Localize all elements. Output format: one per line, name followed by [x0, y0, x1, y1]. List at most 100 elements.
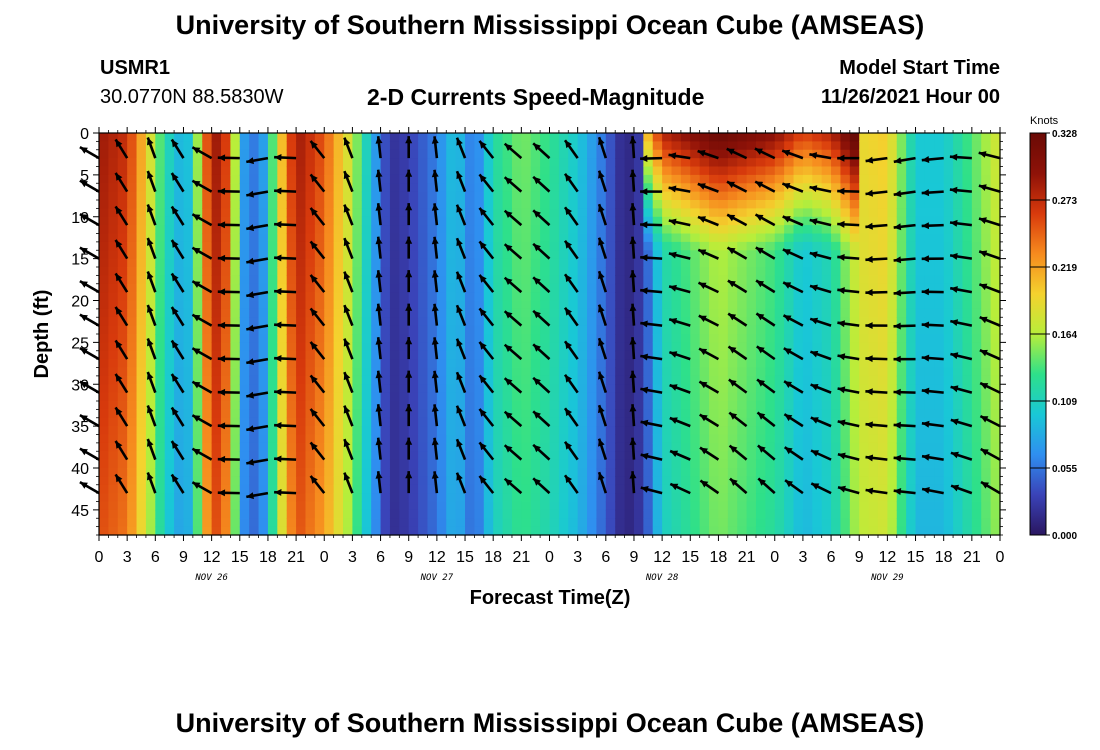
heatmap-cell [868, 250, 879, 260]
heatmap-cell [324, 367, 335, 377]
heatmap-cell [521, 158, 532, 168]
current-vector-arrow [978, 184, 1001, 193]
heatmap-cell [221, 141, 231, 151]
heatmap-cell [549, 426, 560, 436]
heatmap-cell [877, 350, 888, 360]
heatmap-cell [943, 283, 954, 293]
heatmap-cell [427, 267, 438, 276]
heatmap-cell [821, 200, 832, 209]
heatmap-cell [99, 174, 109, 184]
heatmap-cell [605, 526, 616, 536]
heatmap-cell [549, 325, 560, 335]
heatmap-cell [802, 493, 813, 503]
heatmap-cell [568, 375, 579, 385]
heatmap-cell [230, 208, 241, 218]
heatmap-cell [915, 300, 926, 310]
heatmap-cell [812, 292, 823, 302]
heatmap-cell [859, 459, 870, 469]
heatmap-cell [718, 149, 729, 159]
current-vector-arrow [79, 413, 100, 428]
heatmap-cell [446, 158, 457, 168]
heatmap-cell [127, 258, 138, 268]
heatmap-cell [465, 191, 476, 201]
heatmap-cell [549, 233, 560, 243]
heatmap-cell [953, 493, 964, 503]
heatmap-cell [859, 476, 870, 486]
heatmap-cell [934, 216, 945, 226]
heatmap-cell [718, 459, 729, 469]
current-vector-arrow [405, 270, 413, 293]
heatmap-cell [267, 342, 278, 352]
heatmap-cell [859, 493, 870, 503]
heatmap-cell [361, 183, 372, 193]
heatmap-cell [755, 493, 766, 503]
heatmap-cell [568, 468, 579, 477]
heatmap-cell [671, 526, 682, 536]
heatmap-cell [868, 484, 879, 494]
heatmap-cell [821, 325, 832, 335]
heatmap-cell [690, 141, 701, 151]
heatmap-cell [305, 509, 316, 519]
heatmap-cell [343, 225, 354, 235]
heatmap-cell [962, 241, 973, 251]
heatmap-cell [174, 409, 185, 419]
heatmap-cell [690, 149, 701, 159]
heatmap-cell [267, 484, 278, 494]
heatmap-cell [896, 233, 907, 243]
heatmap-cell [831, 200, 842, 209]
current-vector-arrow [170, 138, 185, 159]
heatmap-cell [99, 216, 109, 226]
heatmap-cell [981, 459, 992, 469]
heatmap-cell [99, 208, 109, 218]
heatmap-cell [540, 158, 551, 168]
heatmap-cell [765, 233, 776, 243]
heatmap-cell [849, 166, 860, 176]
heatmap-cell [802, 208, 813, 218]
heatmap-cell [755, 191, 766, 201]
heatmap-cell [296, 409, 307, 419]
heatmap-cell [511, 518, 522, 528]
heatmap-cell [784, 200, 795, 209]
heatmap-cell [605, 200, 616, 209]
heatmap-cell [549, 459, 560, 469]
heatmap-cell [624, 267, 635, 276]
heatmap-cell [577, 409, 588, 419]
heatmap-cell [530, 367, 541, 377]
heatmap-cell [249, 317, 260, 327]
heatmap-cell [709, 292, 720, 302]
heatmap-cell [314, 158, 325, 168]
heatmap-cell [784, 141, 795, 151]
heatmap-cell [765, 208, 776, 218]
heatmap-cell [474, 158, 485, 168]
heatmap-cell [371, 141, 382, 151]
heatmap-cell [427, 417, 438, 427]
heatmap-cell [127, 409, 138, 419]
heatmap-cell [521, 401, 532, 410]
heatmap-cell [953, 200, 964, 209]
current-vector-arrow [146, 472, 157, 494]
heatmap-cell [108, 518, 119, 528]
heatmap-cell [343, 526, 354, 536]
heatmap-cell [267, 158, 278, 168]
heatmap-cell [812, 434, 823, 444]
heatmap-cell [324, 258, 335, 268]
heatmap-cell [755, 300, 766, 310]
heatmap-cell [108, 158, 119, 168]
heatmap-cell [155, 308, 166, 318]
heatmap-cell [136, 250, 147, 260]
heatmap-cell [971, 401, 982, 410]
heatmap-cell [558, 342, 569, 352]
heatmap-cell [849, 359, 860, 369]
heatmap-cell [174, 367, 185, 377]
heatmap-cell [361, 149, 372, 159]
heatmap-cell [821, 149, 832, 159]
current-vector-arrow [191, 313, 213, 327]
heatmap-cell [174, 233, 185, 243]
heatmap-cell [943, 233, 954, 243]
heatmap-cell [258, 183, 269, 193]
heatmap-cell [540, 509, 551, 519]
heatmap-cell [267, 166, 278, 176]
current-vector-arrow [343, 405, 354, 427]
heatmap-cell [465, 526, 476, 536]
heatmap-cell [202, 166, 213, 176]
